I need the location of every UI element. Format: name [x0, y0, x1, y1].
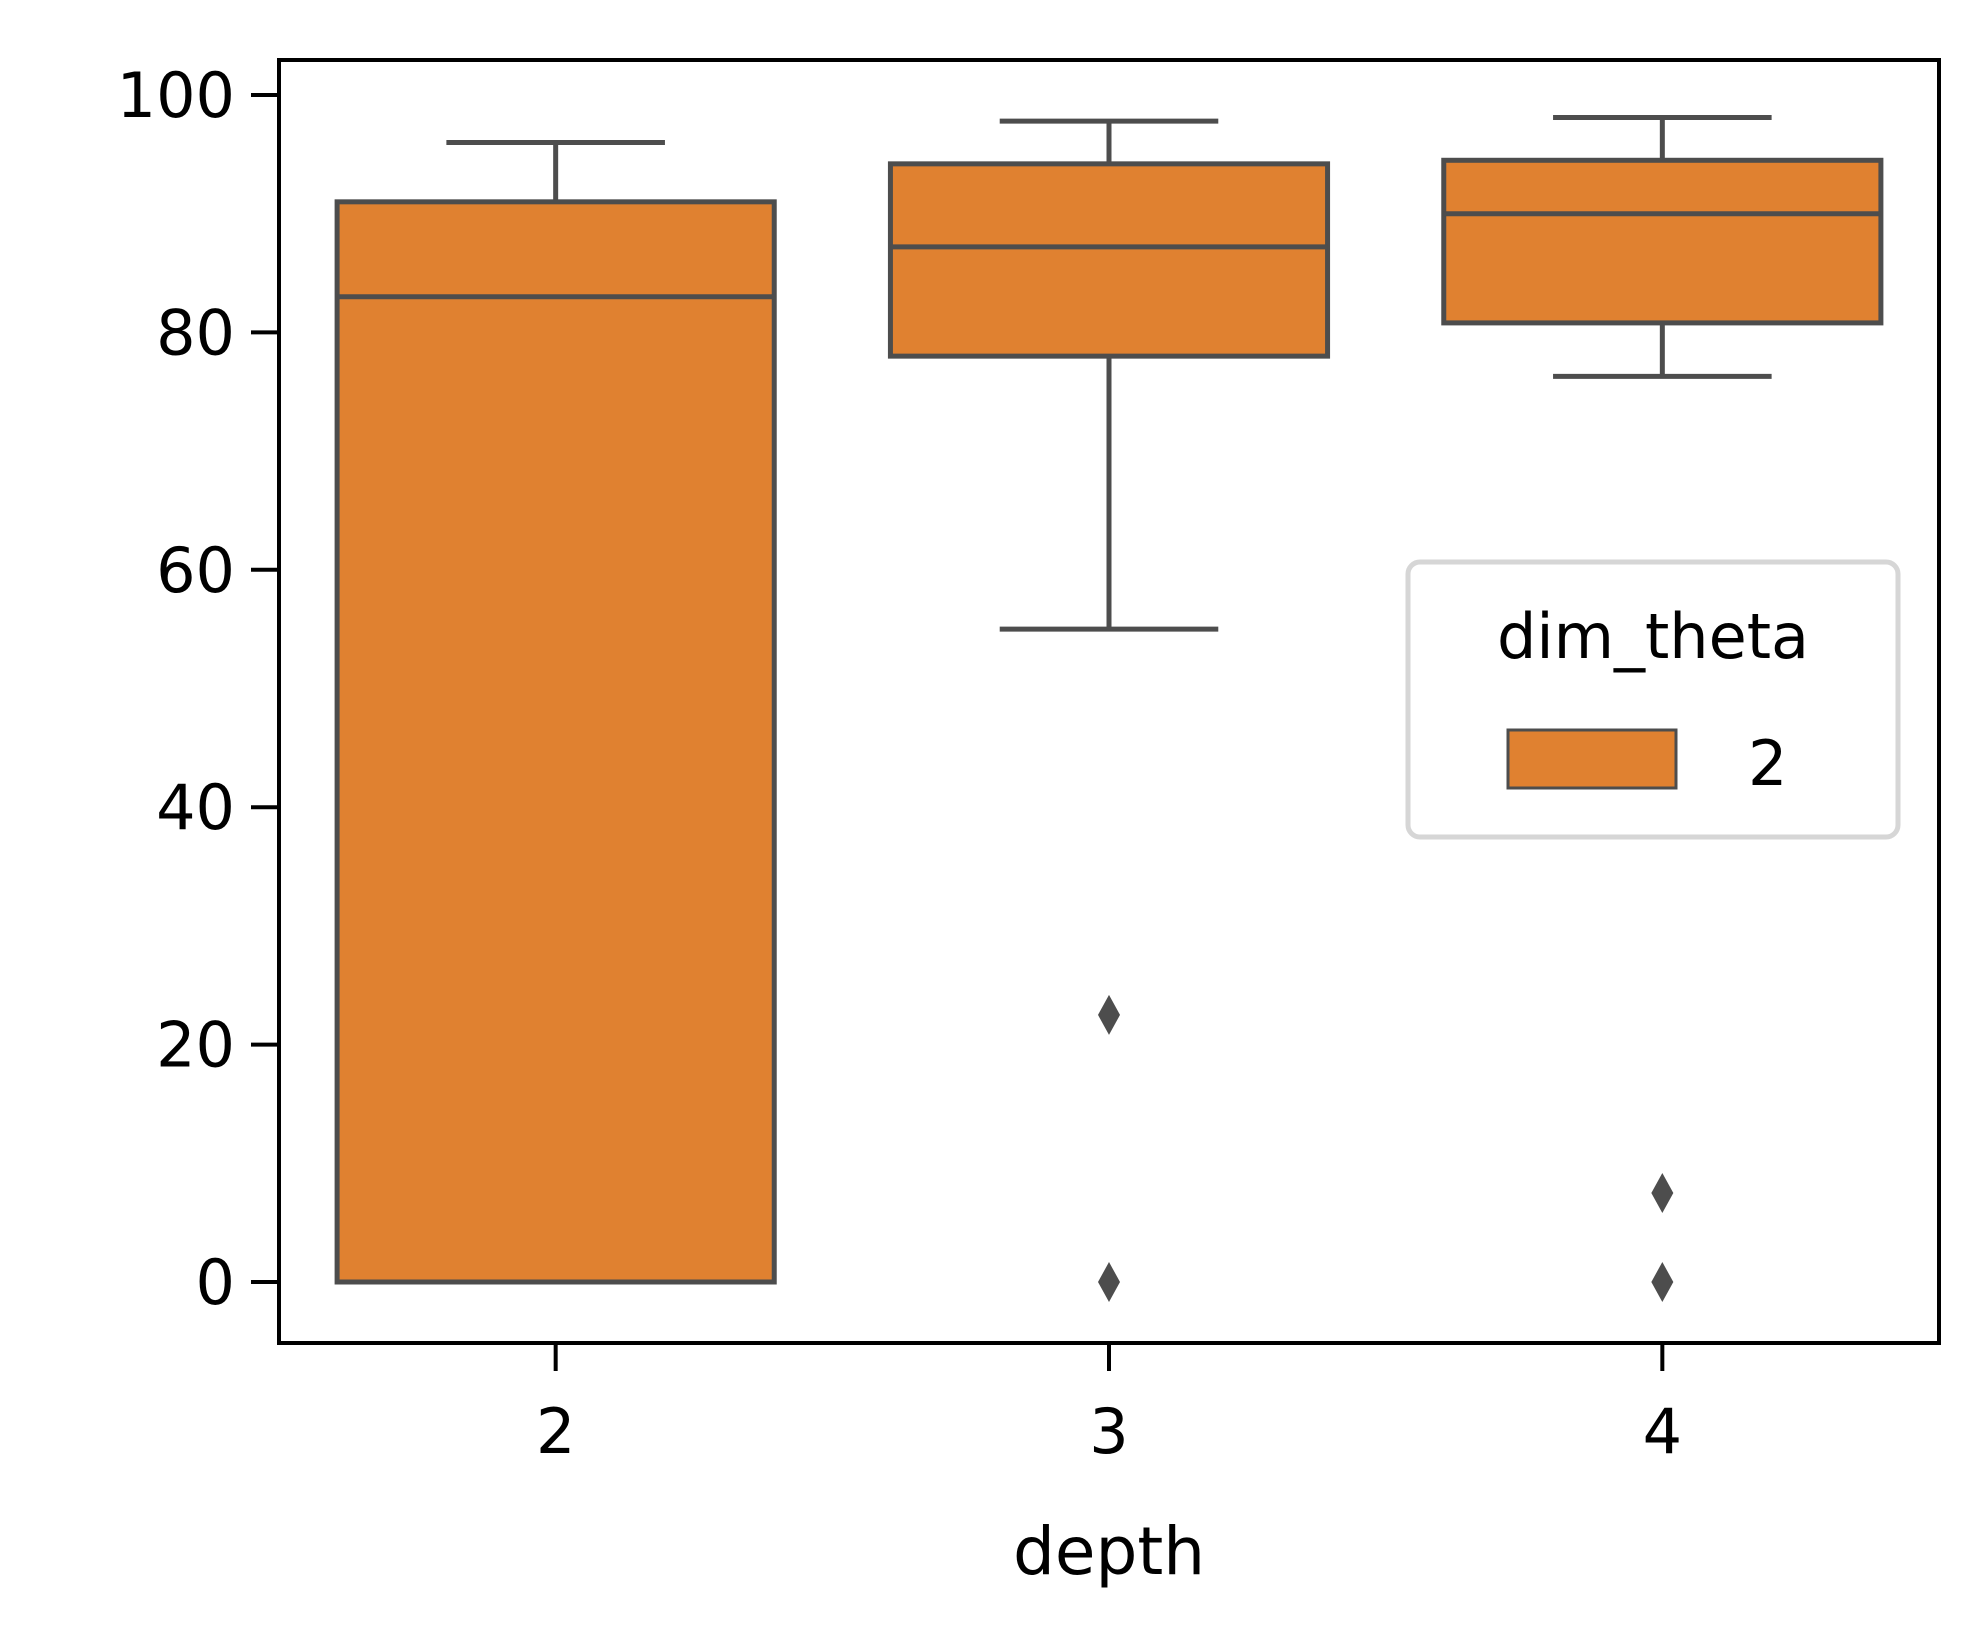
x-tick-label: 2: [536, 1395, 575, 1468]
box-group-depth-3: [887, 118, 1331, 1302]
x-tick-label: 3: [1089, 1395, 1128, 1468]
outlier-point: [1098, 994, 1120, 1035]
y-tick-label: 60: [156, 534, 235, 607]
boxes-layer: [334, 115, 1884, 1302]
legend: dim_theta 2: [1405, 559, 1901, 840]
y-tick-label: 40: [156, 771, 235, 844]
iqr-box: [887, 161, 1331, 359]
outlier-point: [1098, 1262, 1120, 1302]
y-tick-label: 20: [156, 1009, 235, 1082]
y-tick-label: 0: [196, 1246, 235, 1319]
iqr-box: [334, 199, 777, 1285]
outlier-point: [1651, 1172, 1674, 1213]
legend-swatch: [1506, 728, 1678, 790]
x-tick-label: 4: [1643, 1395, 1682, 1468]
iqr-box: [1441, 157, 1884, 326]
legend-title: dim_theta: [1497, 600, 1809, 673]
x-axis-label: depth: [1013, 1513, 1205, 1590]
y-tick-label: 100: [117, 59, 235, 132]
box-group-depth-2: [334, 139, 777, 1285]
y-tick-label: 80: [156, 296, 235, 369]
box-group-depth-4: [1441, 115, 1884, 1302]
legend-entry-label: 2: [1748, 727, 1787, 800]
outlier-point: [1651, 1262, 1674, 1302]
y-axis: 0 20 40 60 80 100: [117, 59, 279, 1319]
x-axis: 2 3 4: [536, 1343, 1682, 1468]
